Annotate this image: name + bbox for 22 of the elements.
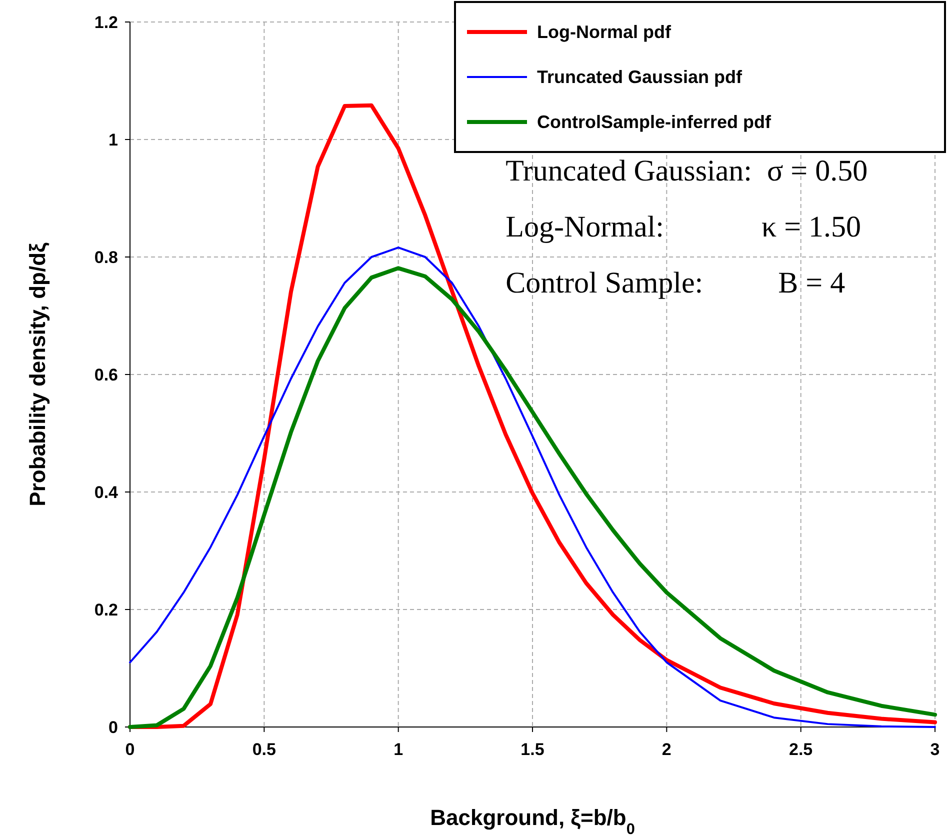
legend-label: Truncated Gaussian pdf [537, 67, 744, 87]
y-tick-label: 0.2 [94, 600, 118, 620]
legend-label: Log-Normal pdf [537, 22, 672, 42]
x-axis-title: Background, ξ=b/b$_{0}$ [430, 805, 635, 838]
x-tick-label: 2 [662, 740, 672, 759]
y-tick-label: 0.8 [94, 248, 118, 267]
y-axis-title: Probability density, dp/dξ [25, 242, 50, 506]
y-tick-label: 1.2 [94, 13, 118, 32]
annotation: Log-Normal: κ = 1.50 [506, 210, 861, 244]
x-tick-label: 1 [394, 740, 404, 759]
x-tick-label: 0 [125, 740, 135, 759]
x-tick-label: 3 [930, 740, 940, 759]
legend-label: ControlSample-inferred pdf [537, 112, 772, 132]
x-tick-label: 0.5 [252, 740, 276, 759]
y-tick-label: 0 [108, 718, 118, 737]
annotation: Control Sample: B = 4 [506, 266, 846, 300]
y-tick-label: 1 [108, 130, 118, 150]
annotation: Truncated Gaussian: σ = 0.50 [506, 154, 868, 188]
y-tick-label: 0.6 [94, 366, 118, 384]
x-tick-label: 2.5 [789, 740, 813, 759]
x-tick-label: 1.5 [520, 740, 544, 759]
y-tick-label: 0.4 [94, 483, 119, 502]
